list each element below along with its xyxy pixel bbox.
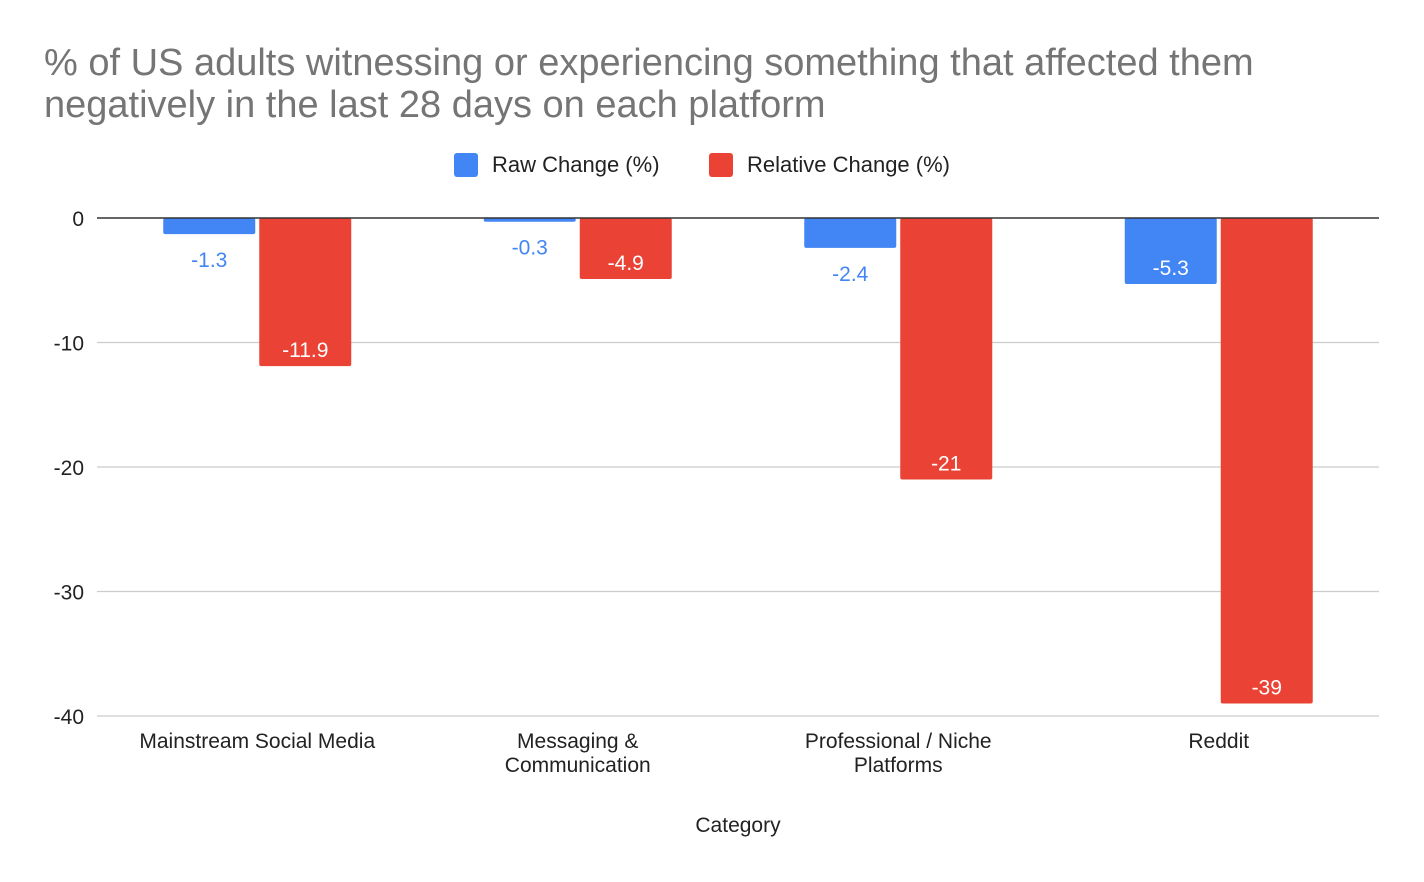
data-label: -0.3 bbox=[512, 237, 548, 260]
legend-item-raw-change[interactable]: Raw Change (%) bbox=[454, 150, 660, 180]
bar bbox=[900, 218, 993, 480]
data-label: -4.9 bbox=[608, 252, 644, 275]
x-axis-title: Category bbox=[695, 814, 781, 837]
legend-swatch-raw-change bbox=[454, 153, 478, 177]
data-label: -5.3 bbox=[1153, 257, 1189, 280]
x-tick-label: Reddit bbox=[1188, 730, 1249, 753]
y-tick-label: -30 bbox=[54, 582, 84, 605]
data-label: -39 bbox=[1252, 677, 1282, 700]
data-label: -21 bbox=[931, 452, 961, 475]
bar bbox=[483, 218, 576, 222]
legend-item-relative-change[interactable]: Relative Change (%) bbox=[709, 150, 950, 180]
y-tick-label: -20 bbox=[54, 457, 84, 480]
x-tick-label: Mainstream Social Media bbox=[139, 730, 375, 753]
data-label: -1.3 bbox=[191, 249, 227, 272]
bar bbox=[1124, 218, 1217, 284]
y-tick-label: -10 bbox=[54, 333, 84, 356]
y-tick-label: 0 bbox=[72, 208, 84, 231]
bar bbox=[163, 218, 256, 235]
legend-label-raw-change: Raw Change (%) bbox=[492, 152, 660, 177]
data-label: -11.9 bbox=[282, 339, 328, 362]
chart-title: % of US adults witnessing or experiencin… bbox=[44, 42, 1254, 126]
y-tick-label: -40 bbox=[54, 706, 84, 729]
x-tick-label: Communication bbox=[505, 754, 651, 777]
bar bbox=[1220, 218, 1313, 704]
bar bbox=[259, 218, 352, 367]
legend-swatch-relative-change bbox=[709, 153, 733, 177]
legend-label-relative-change: Relative Change (%) bbox=[747, 152, 950, 177]
bar bbox=[579, 218, 672, 280]
x-tick-label: Messaging & bbox=[517, 730, 638, 753]
data-label: -2.4 bbox=[832, 263, 869, 286]
chart-legend: Raw Change (%) Relative Change (%) bbox=[0, 150, 1424, 180]
x-tick-label: Platforms bbox=[854, 754, 943, 777]
x-tick-label: Professional / Niche bbox=[805, 730, 992, 753]
bar bbox=[804, 218, 897, 248]
